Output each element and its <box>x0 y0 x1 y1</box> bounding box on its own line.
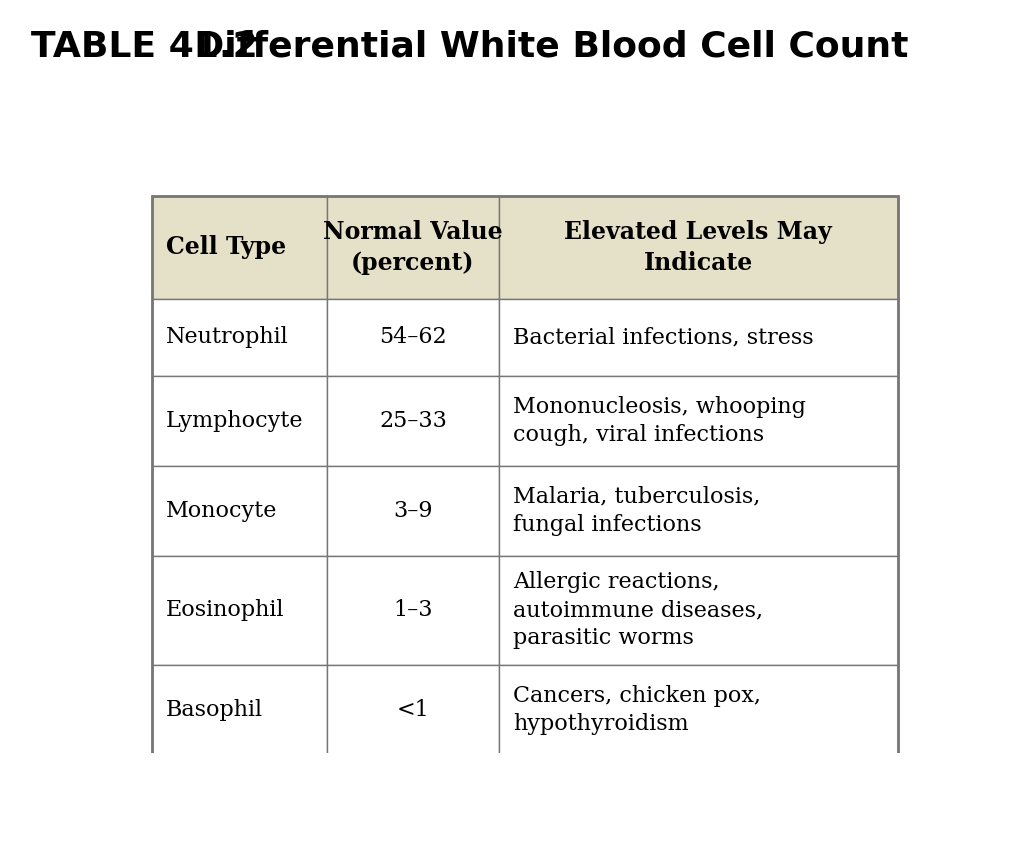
Text: Bacterial infections, stress: Bacterial infections, stress <box>513 327 814 349</box>
Text: Malaria, tuberculosis,
fungal infections: Malaria, tuberculosis, fungal infections <box>513 486 761 536</box>
Bar <box>327 376 499 465</box>
Text: Cancers, chicken pox,
hypothyroidism: Cancers, chicken pox, hypothyroidism <box>513 685 761 735</box>
Bar <box>327 556 499 665</box>
Text: Monocyte: Monocyte <box>166 500 278 522</box>
Bar <box>327 196 499 299</box>
Text: <1: <1 <box>396 699 429 721</box>
Bar <box>152 556 327 665</box>
Text: Cell Type: Cell Type <box>166 235 287 260</box>
Bar <box>327 465 499 556</box>
Text: Neutrophil: Neutrophil <box>166 327 289 349</box>
Bar <box>152 196 898 755</box>
Bar <box>499 665 898 755</box>
Bar <box>499 556 898 665</box>
Text: Normal Value
(percent): Normal Value (percent) <box>324 220 503 275</box>
Bar <box>499 376 898 465</box>
Bar <box>327 665 499 755</box>
Text: Eosinophil: Eosinophil <box>166 599 285 621</box>
Text: Differential White Blood Cell Count: Differential White Blood Cell Count <box>169 30 908 63</box>
Bar <box>327 299 499 376</box>
Bar <box>499 299 898 376</box>
Bar <box>152 665 327 755</box>
Text: Lymphocyte: Lymphocyte <box>166 409 303 431</box>
Text: 25–33: 25–33 <box>379 409 446 431</box>
Text: Basophil: Basophil <box>166 699 263 721</box>
Text: Elevated Levels May
Indicate: Elevated Levels May Indicate <box>564 220 833 275</box>
Text: 54–62: 54–62 <box>379 327 446 349</box>
Bar <box>499 465 898 556</box>
Text: 3–9: 3–9 <box>393 500 433 522</box>
Text: 1–3: 1–3 <box>393 599 433 621</box>
Text: TABLE 41.2: TABLE 41.2 <box>31 30 257 63</box>
Text: Allergic reactions,
autoimmune diseases,
parasitic worms: Allergic reactions, autoimmune diseases,… <box>513 571 763 649</box>
Bar <box>152 196 327 299</box>
Bar <box>499 196 898 299</box>
Bar <box>152 465 327 556</box>
Text: Mononucleosis, whooping
cough, viral infections: Mononucleosis, whooping cough, viral inf… <box>513 396 806 446</box>
Bar <box>152 376 327 465</box>
Bar <box>152 299 327 376</box>
